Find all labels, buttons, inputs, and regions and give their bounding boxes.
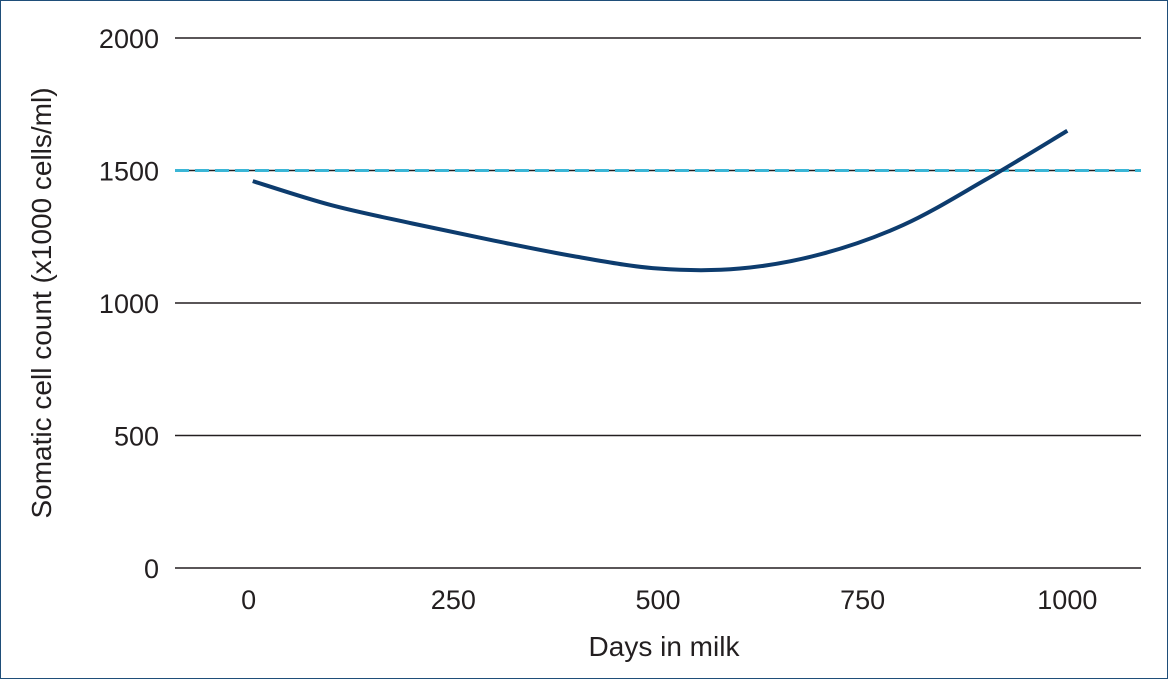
x-tick-label: 750 <box>840 585 885 615</box>
y-axis-label: Somatic cell count (x1000 cells/ml) <box>26 87 57 518</box>
y-tick-label: 1000 <box>99 289 159 319</box>
y-tick-label: 2000 <box>99 24 159 54</box>
x-tick-label: 1000 <box>1037 585 1097 615</box>
y-tick-label: 500 <box>114 422 159 452</box>
y-tick-label: 0 <box>144 554 159 584</box>
x-tick-label: 500 <box>635 585 680 615</box>
x-axis-label: Days in milk <box>589 631 741 662</box>
y-tick-label: 1500 <box>99 157 159 187</box>
x-tick-label: 0 <box>241 585 256 615</box>
series-line-0 <box>252 129 1069 273</box>
x-tick-label: 250 <box>431 585 476 615</box>
